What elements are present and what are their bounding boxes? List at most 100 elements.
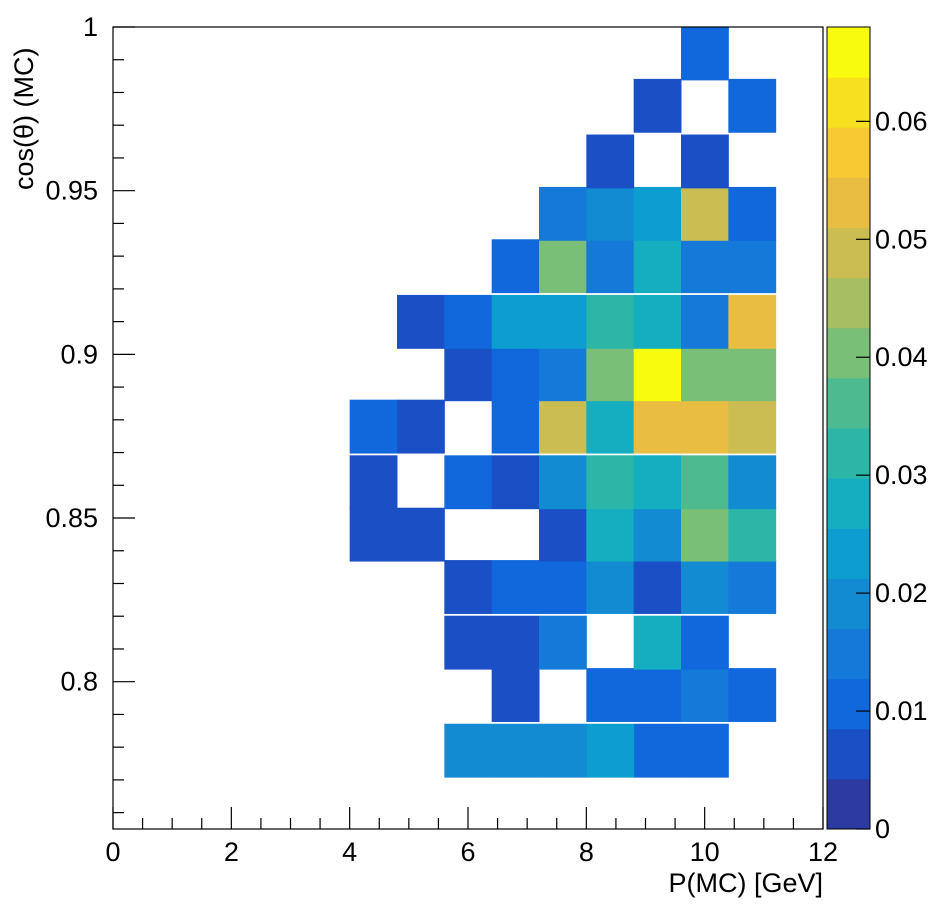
heatmap-cell bbox=[633, 399, 682, 454]
axis-ticks bbox=[112, 26, 824, 829]
heatmap-cell bbox=[728, 455, 777, 510]
heatmap-cell bbox=[633, 723, 682, 778]
y-tick-label: 0.9 bbox=[60, 339, 98, 369]
heatmap-cell bbox=[349, 507, 398, 562]
color-scale-band bbox=[827, 728, 870, 780]
heatmap-cell bbox=[586, 399, 635, 454]
y-tick-label: 0.85 bbox=[45, 503, 98, 533]
heatmap-cell bbox=[728, 239, 777, 294]
heatmap-cell bbox=[586, 668, 635, 722]
heatmap-cell bbox=[586, 294, 635, 349]
color-scale-band bbox=[827, 77, 870, 128]
heatmap-cell bbox=[633, 347, 682, 402]
heatmap-cell bbox=[633, 615, 682, 670]
heatmap-cell bbox=[728, 399, 777, 454]
color-scale-label: 0.02 bbox=[875, 578, 928, 608]
heatmap-cell bbox=[491, 455, 540, 510]
color-scale-label: 0.03 bbox=[875, 460, 928, 490]
heatmap-cell bbox=[633, 560, 682, 614]
heatmap-cell bbox=[728, 294, 777, 349]
color-scale-band bbox=[827, 227, 870, 279]
heatmap-cell bbox=[633, 455, 682, 510]
heatmap-cell bbox=[586, 507, 635, 562]
heatmap-cell bbox=[491, 560, 540, 614]
color-scale-band bbox=[827, 628, 870, 680]
heatmap-cell bbox=[633, 186, 682, 241]
color-scale-band bbox=[827, 27, 870, 78]
heatmap-cell bbox=[539, 294, 587, 349]
heatmap-cell bbox=[633, 294, 682, 349]
color-scale-band bbox=[827, 778, 870, 830]
heatmap-cell bbox=[397, 399, 445, 454]
x-tick-label: 0 bbox=[105, 837, 120, 867]
heatmap-cell bbox=[681, 723, 729, 778]
color-scale-label: 0.06 bbox=[875, 106, 928, 136]
heatmap-cell bbox=[586, 455, 635, 510]
heatmap-cell bbox=[491, 239, 540, 294]
color-scale-labels: 0 0.01 0.02 0.03 0.04 0.05 0.06 bbox=[856, 106, 928, 844]
heatmap-cell bbox=[444, 294, 493, 349]
heatmap-cell bbox=[681, 239, 729, 294]
heatmap-cell bbox=[539, 347, 587, 402]
y-tick-label: 1 bbox=[83, 12, 98, 42]
heatmap-cell bbox=[681, 615, 729, 670]
x-tick-label: 4 bbox=[342, 837, 357, 867]
color-scale-band bbox=[827, 678, 870, 730]
heatmap-cell bbox=[681, 294, 729, 349]
heatmap-cell bbox=[444, 455, 493, 510]
heatmap-cell bbox=[491, 723, 540, 778]
heatmap-cell bbox=[728, 560, 777, 614]
color-scale-bar bbox=[826, 26, 871, 830]
x-tick-label: 6 bbox=[460, 837, 475, 867]
color-scale-band bbox=[827, 377, 870, 429]
color-scale-band bbox=[827, 528, 870, 579]
heatmap-cell bbox=[491, 615, 540, 670]
heatmap-cell bbox=[491, 347, 540, 402]
x-tick-label: 10 bbox=[690, 837, 720, 867]
heatmap-cell bbox=[728, 668, 777, 722]
color-scale-band bbox=[827, 578, 870, 630]
heatmap-cell bbox=[586, 723, 635, 778]
heatmap-cells bbox=[349, 26, 777, 778]
heatmap-cell bbox=[728, 186, 777, 241]
heatmap-cell bbox=[633, 507, 682, 562]
heatmap-cell bbox=[539, 399, 587, 454]
color-scale-label: 0.01 bbox=[875, 696, 928, 726]
heatmap-cell bbox=[397, 294, 445, 349]
heatmap-cell bbox=[728, 78, 777, 133]
y-tick-label: 0.95 bbox=[45, 176, 98, 206]
heatmap-cell bbox=[586, 347, 635, 402]
heatmap-cell bbox=[444, 723, 493, 778]
heatmap-cell bbox=[681, 507, 729, 562]
heatmap-cell bbox=[728, 347, 777, 402]
color-scale-band bbox=[827, 127, 870, 178]
heatmap-cell bbox=[681, 186, 729, 241]
heatmap-cell bbox=[681, 455, 729, 510]
heatmap-cell bbox=[491, 668, 540, 722]
heatmap-cell bbox=[491, 294, 540, 349]
color-scale-frame bbox=[826, 26, 871, 830]
heatmap-cell bbox=[586, 186, 635, 241]
heatmap-cell bbox=[633, 668, 682, 722]
x-tick-label: 12 bbox=[808, 837, 838, 867]
heatmap-cell bbox=[491, 399, 540, 454]
heatmap-cell bbox=[539, 507, 587, 562]
x-tick-label: 2 bbox=[224, 837, 239, 867]
x-axis-title: P(MC) [GeV] bbox=[668, 868, 823, 898]
heatmap-cell bbox=[444, 560, 493, 614]
color-scale-band bbox=[827, 428, 870, 479]
color-scale-label: 0 bbox=[875, 814, 890, 844]
heatmap-cell bbox=[681, 26, 729, 81]
x-tick-label: 8 bbox=[579, 837, 594, 867]
heatmap-cell bbox=[539, 239, 587, 294]
heatmap-cell bbox=[539, 723, 587, 778]
heatmap-cell bbox=[349, 399, 398, 454]
heatmap-cell bbox=[633, 239, 682, 294]
heatmap-cell bbox=[681, 668, 729, 722]
heatmap-cell bbox=[397, 507, 445, 562]
heatmap-cell bbox=[728, 507, 777, 562]
heatmap-cell bbox=[539, 560, 587, 614]
heatmap-cell bbox=[681, 560, 729, 614]
color-scale-band bbox=[827, 277, 870, 329]
